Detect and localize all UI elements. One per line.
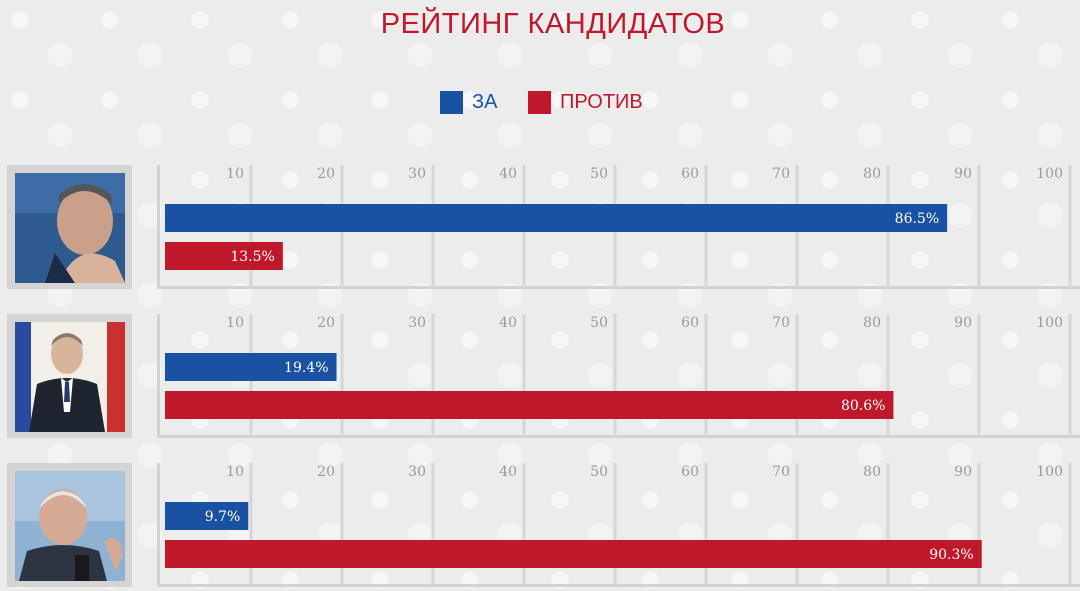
legend-swatch-against (528, 90, 551, 114)
axis-left (157, 165, 160, 289)
gridline (1068, 463, 1072, 587)
tick-label: 50 (590, 315, 608, 331)
legend-item-against: ПРОТИВ (528, 89, 643, 115)
tick-label: 80 (863, 464, 881, 480)
bar-for (165, 502, 249, 530)
bar-value-label: 13.5% (230, 249, 274, 265)
tick-label: 80 (863, 315, 881, 331)
page-title: РЕЙТИНГ КАНДИДАТОВ (380, 8, 726, 40)
gridline (1068, 314, 1072, 438)
tick-label: 40 (499, 166, 517, 182)
bar-for (165, 353, 337, 381)
tick-label: 90 (954, 166, 972, 182)
bar-value-label: 80.6% (841, 398, 885, 414)
tick-label: 40 (499, 464, 517, 480)
gridline (795, 314, 799, 438)
tick-label: 100 (1036, 315, 1063, 331)
candidate-photo-frame (7, 165, 132, 289)
axis-left (157, 314, 160, 438)
tick-label: 90 (954, 315, 972, 331)
gridline (613, 314, 617, 438)
tick-label: 20 (317, 464, 335, 480)
tick-label: 40 (499, 315, 517, 331)
bar-value-label: 9.7% (205, 509, 241, 525)
bar-value-label: 90.3% (929, 547, 973, 563)
gridline (886, 314, 890, 438)
tick-label: 30 (408, 166, 426, 182)
candidate-photo (15, 173, 125, 283)
tick-label: 90 (954, 464, 972, 480)
gridline (1068, 165, 1072, 289)
gridline (704, 314, 708, 438)
tick-label: 100 (1036, 166, 1063, 182)
candidate-photo (15, 471, 125, 581)
candidate-photo (15, 322, 125, 432)
gridline (431, 314, 435, 438)
tick-label: 30 (408, 464, 426, 480)
tick-label: 10 (226, 315, 244, 331)
gridline (704, 463, 708, 587)
gridline (522, 463, 526, 587)
tick-label: 10 (226, 464, 244, 480)
tick-label: 70 (772, 464, 790, 480)
legend-label-against: ПРОТИВ (560, 90, 643, 113)
bar-value-label: 19.4% (284, 360, 328, 376)
tick-label: 60 (681, 315, 699, 331)
gridline (886, 463, 890, 587)
bar-against (165, 242, 283, 270)
axis-baseline (157, 584, 1080, 587)
axis-left (157, 463, 160, 587)
tick-label: 20 (317, 315, 335, 331)
tick-label: 80 (863, 166, 881, 182)
gridline (795, 463, 799, 587)
axis-baseline (157, 435, 1080, 438)
candidate-photo-frame (7, 463, 132, 587)
legend-item-for: ЗА (440, 89, 497, 115)
tick-label: 70 (772, 315, 790, 331)
axis-baseline (157, 286, 1080, 289)
gridline (613, 463, 617, 587)
gridline (431, 463, 435, 587)
gridline (977, 165, 981, 289)
gridline (249, 463, 253, 587)
bar-against (165, 391, 894, 419)
legend-label-for: ЗА (472, 90, 498, 113)
tick-label: 100 (1036, 464, 1063, 480)
gridline (340, 314, 344, 438)
tick-label: 20 (317, 166, 335, 182)
gridline (522, 314, 526, 438)
candidate-photo-frame (7, 314, 132, 438)
tick-label: 10 (226, 166, 244, 182)
bar-value-label: 86.5% (895, 211, 939, 227)
tick-label: 70 (772, 166, 790, 182)
tick-label: 30 (408, 315, 426, 331)
bar-against (165, 540, 982, 568)
tick-label: 60 (681, 166, 699, 182)
gridline (977, 463, 981, 587)
gridline (340, 463, 344, 587)
bar-for (165, 204, 948, 232)
tick-label: 50 (590, 464, 608, 480)
legend-swatch-for (440, 90, 463, 114)
tick-label: 60 (681, 464, 699, 480)
tick-label: 50 (590, 166, 608, 182)
gridline (977, 314, 981, 438)
